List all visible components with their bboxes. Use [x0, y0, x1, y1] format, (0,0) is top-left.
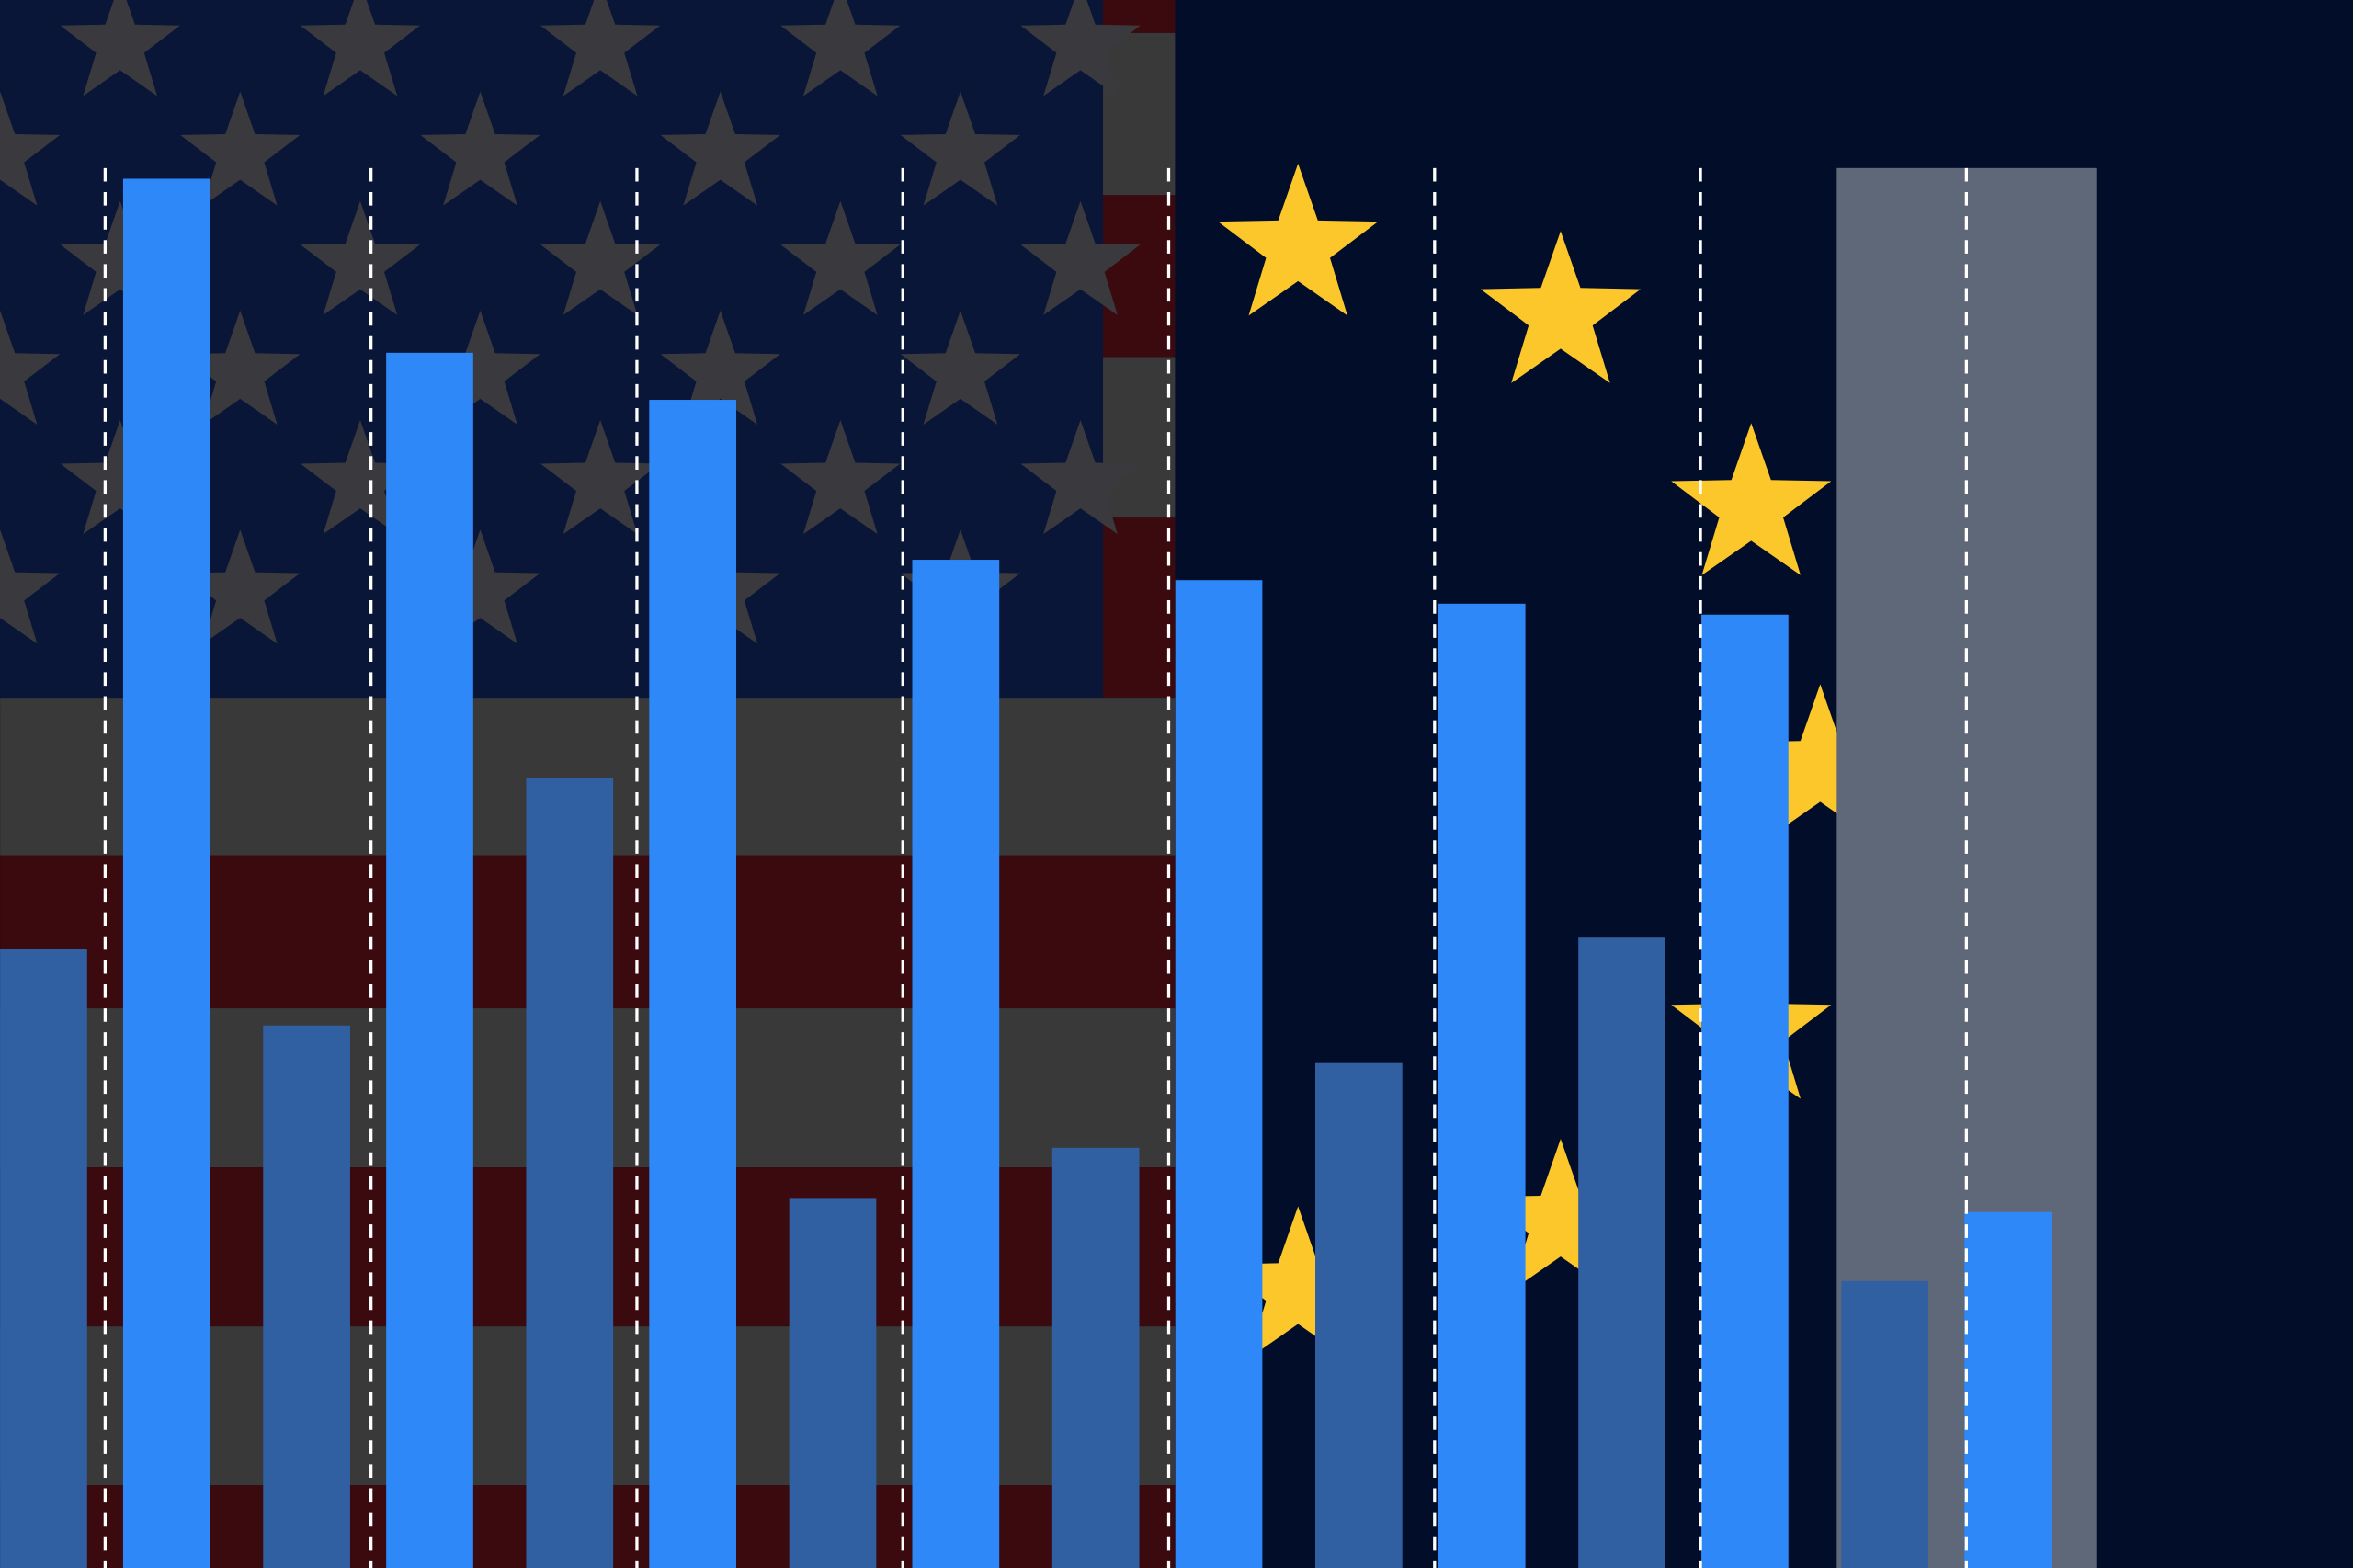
eu-star: [1480, 231, 1641, 383]
bar: [912, 560, 1000, 1568]
us-star: [180, 310, 301, 426]
bar: [1964, 1211, 2052, 1568]
bar: [122, 178, 210, 1568]
us-star: [540, 0, 661, 97]
eu-star: [1218, 1206, 1379, 1358]
bar: [526, 778, 614, 1568]
bar: [649, 400, 737, 1568]
us-star: [900, 310, 1021, 426]
us-star: [300, 200, 421, 315]
bar: [789, 1198, 877, 1568]
us-star: [420, 310, 540, 426]
us-star: [0, 310, 61, 426]
us-star: [1020, 200, 1141, 315]
eu-star: [1671, 423, 1832, 575]
us-star: [540, 200, 661, 315]
us-star: [1020, 0, 1141, 97]
us-star: [780, 420, 901, 535]
us-star: [0, 529, 61, 644]
us-star: [780, 0, 901, 97]
bar: [1701, 614, 1789, 1568]
stripe: [1103, 517, 1176, 699]
bar: [0, 949, 87, 1568]
eu-star: [1218, 163, 1379, 316]
us-star: [420, 91, 540, 206]
us-star: [180, 529, 301, 644]
us-star: [60, 200, 180, 315]
us-star: [60, 0, 180, 97]
bar: [1438, 603, 1526, 1568]
us-star: [180, 91, 301, 206]
us-star: [900, 91, 1021, 206]
us-star: [420, 529, 540, 644]
bar: [1578, 937, 1665, 1568]
dividers: [103, 167, 1968, 1568]
bar: [1315, 1062, 1403, 1568]
us-star: [60, 420, 180, 535]
stripe: [1103, 32, 1176, 196]
bar: [263, 1025, 350, 1568]
us-star: [300, 0, 421, 97]
bar: [1051, 1147, 1140, 1568]
us-star: [660, 91, 780, 206]
us-star: [660, 310, 780, 426]
bar: [1841, 1280, 1929, 1568]
us-star: [300, 420, 421, 535]
us-star: [0, 91, 61, 206]
us-star: [540, 420, 661, 535]
us-star: [1020, 420, 1141, 535]
bar: [1175, 580, 1263, 1568]
stripe: [1103, 195, 1176, 358]
eu-star: [1480, 1139, 1641, 1291]
us-star: [780, 200, 901, 315]
bar: [386, 352, 473, 1568]
stripe: [1103, 357, 1176, 518]
eu-star: [1740, 684, 1901, 836]
bars: [0, 178, 2052, 1568]
